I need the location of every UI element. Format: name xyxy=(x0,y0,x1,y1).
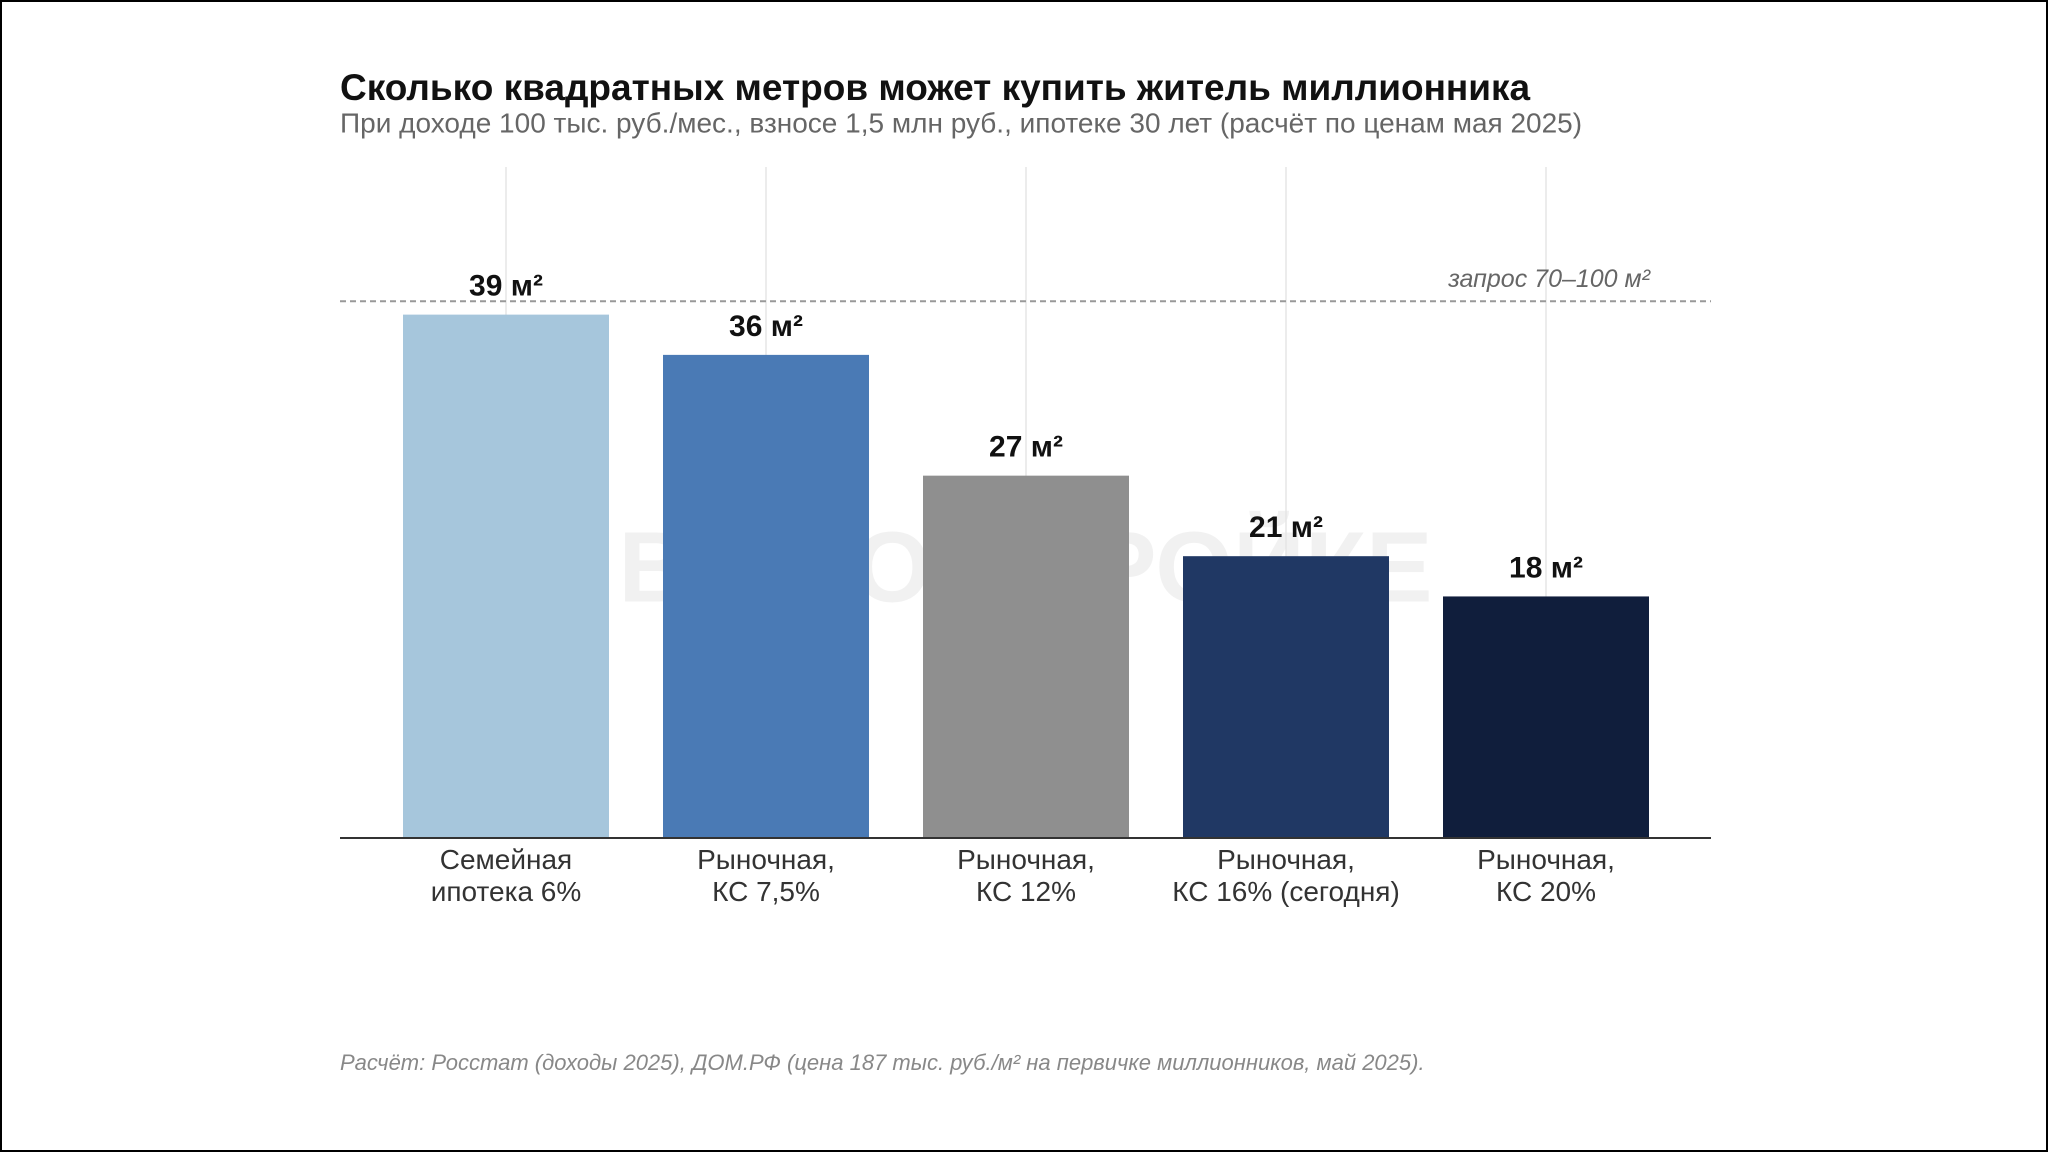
bar xyxy=(663,354,869,838)
value-label: 18 м² xyxy=(1509,551,1583,584)
value-label: 36 м² xyxy=(729,310,803,343)
reference-label: запрос 70–100 м² xyxy=(1447,265,1651,293)
source-note: Расчёт: Росстат (доходы 2025), ДОМ.РФ (ц… xyxy=(340,1050,1425,1075)
x-tick-label: Рыночная, КС 7,5% xyxy=(697,844,835,907)
value-label: 21 м² xyxy=(1249,511,1323,544)
x-tick-label: Рыночная, КС 12% xyxy=(957,844,1095,907)
bar xyxy=(923,475,1129,838)
bar xyxy=(403,314,609,838)
x-tick-label: Рыночная, КС 16% (сегодня) xyxy=(1172,844,1400,907)
value-label: 27 м² xyxy=(989,431,1063,464)
chart-title: Сколько квадратных метров может купить ж… xyxy=(340,67,1531,108)
x-tick-label: Рыночная, КС 20% xyxy=(1477,844,1615,907)
bar xyxy=(1443,596,1649,838)
x-tick-label: Семейная ипотека 6% xyxy=(431,844,582,907)
bar xyxy=(1183,556,1389,838)
chart-subtitle: При доходе 100 тыс. руб./мес., взносе 1,… xyxy=(340,107,1582,138)
value-label: 39 м² xyxy=(469,270,543,303)
